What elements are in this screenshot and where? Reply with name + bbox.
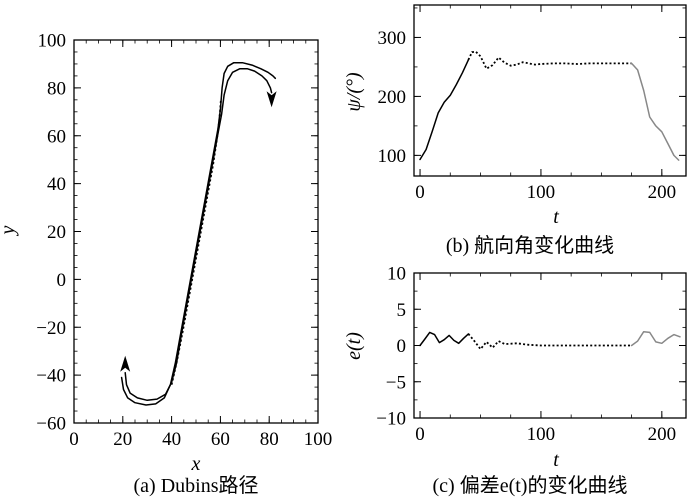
x-tick-label: 100	[527, 182, 556, 203]
y-tick-label: 0	[397, 336, 407, 357]
series-line-2	[120, 61, 277, 406]
y-tick-label: 10	[387, 264, 406, 285]
minor-ticks	[73, 39, 319, 424]
panel-caption: (b) 航向角变化曲线	[446, 234, 614, 257]
y-tick-label: −5	[386, 372, 406, 393]
y-tick-label: 200	[378, 87, 407, 108]
plot-frame	[413, 4, 687, 177]
x-axis-label: t	[553, 449, 559, 471]
x-tick-label: 40	[162, 429, 181, 450]
panel-a-dubins-path: 0 20 40 60 80 100 −60 −40 −20 0 20 40 60 80 100 x y (a) D…	[0, 31, 332, 498]
series-line-2	[630, 330, 681, 347]
y-tick-label: −60	[36, 414, 66, 435]
x-tick-label: 0	[415, 424, 425, 445]
x-axis-label: x	[191, 453, 201, 475]
series-line-0	[419, 59, 470, 161]
y-axis-label: y	[0, 225, 19, 236]
y-tick-label: 20	[47, 222, 66, 243]
minor-ticks	[414, 5, 686, 176]
series-line-1	[467, 50, 632, 70]
x-tick-label: 200	[648, 424, 677, 445]
y-tick-label: −20	[36, 318, 66, 339]
y-axis-label: ψ/(°)	[343, 72, 365, 112]
x-tick-label: 60	[211, 429, 230, 450]
y-tick-label: 0	[57, 270, 67, 291]
x-axis-label: t	[553, 206, 559, 228]
x-tick-label: 0	[69, 429, 79, 450]
series-line-2	[630, 62, 680, 161]
panel-b-heading-angle: 0 100 200 100 200 300 t ψ/(°) (b) 航向角变化曲线	[343, 4, 687, 257]
y-tick-label: 60	[47, 126, 66, 147]
x-tick-label: 0	[415, 182, 425, 203]
y-tick-label: −40	[36, 366, 66, 387]
y-tick-label: 100	[38, 31, 67, 52]
x-tick-label: 100	[304, 429, 333, 450]
x-tick-label: 80	[260, 429, 279, 450]
panel-c-deviation: 0 100 200 −10 −5 0 5 10 t e(t) (c) 偏差e(t)的变化曲线	[343, 264, 687, 497]
panel-caption: (a) Dubins路径	[134, 474, 259, 497]
x-tick-label: 100	[527, 424, 556, 445]
series-line-0	[419, 331, 470, 347]
y-tick-label: 300	[378, 28, 407, 49]
series-line-1	[467, 333, 632, 350]
direction-arrow-1	[266, 91, 277, 108]
x-tick-label: 20	[113, 429, 132, 450]
y-tick-label: 5	[397, 300, 407, 321]
series-line-0	[124, 67, 273, 402]
x-tick-label: 200	[648, 182, 677, 203]
y-axis-label: e(t)	[343, 332, 365, 360]
y-tick-label: 80	[47, 78, 66, 99]
y-tick-label: 40	[47, 174, 66, 195]
plot-frame	[73, 39, 319, 424]
y-tick-label: −10	[376, 409, 406, 430]
direction-arrow-0	[120, 355, 131, 372]
y-tick-label: 100	[378, 146, 407, 167]
panel-caption: (c) 偏差e(t)的变化曲线	[433, 474, 628, 497]
